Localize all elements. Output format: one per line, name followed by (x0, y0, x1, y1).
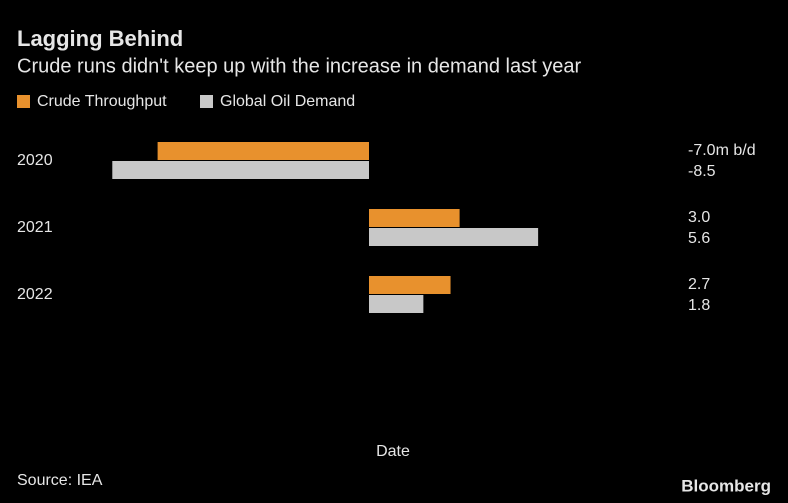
bar (369, 295, 424, 313)
legend-label: Crude Throughput (37, 93, 167, 110)
bar (369, 209, 460, 227)
value-label: -8.5 (688, 163, 716, 180)
value-label: 5.6 (688, 230, 710, 247)
bar (157, 142, 369, 160)
y-tick-label: 2022 (17, 286, 53, 303)
y-tick-label: 2020 (17, 152, 53, 169)
value-label: 2.7 (688, 276, 710, 293)
legend-swatch (200, 95, 213, 108)
bar (369, 228, 539, 246)
y-tick-label: 2021 (17, 219, 53, 236)
legend-swatch (17, 95, 30, 108)
chart-subtitle: Crude runs didn't keep up with the incre… (17, 55, 581, 77)
source: Source: IEA (17, 472, 103, 489)
value-label: 3.0 (688, 209, 710, 226)
x-axis-label: Date (376, 443, 410, 460)
bar (369, 276, 451, 294)
legend-label: Global Oil Demand (220, 93, 355, 110)
brand: Bloomberg (681, 476, 771, 495)
value-label: -7.0m b/d (688, 142, 756, 159)
bar (112, 161, 370, 179)
value-label: 1.8 (688, 297, 710, 314)
chart-title: Lagging Behind (17, 26, 183, 51)
